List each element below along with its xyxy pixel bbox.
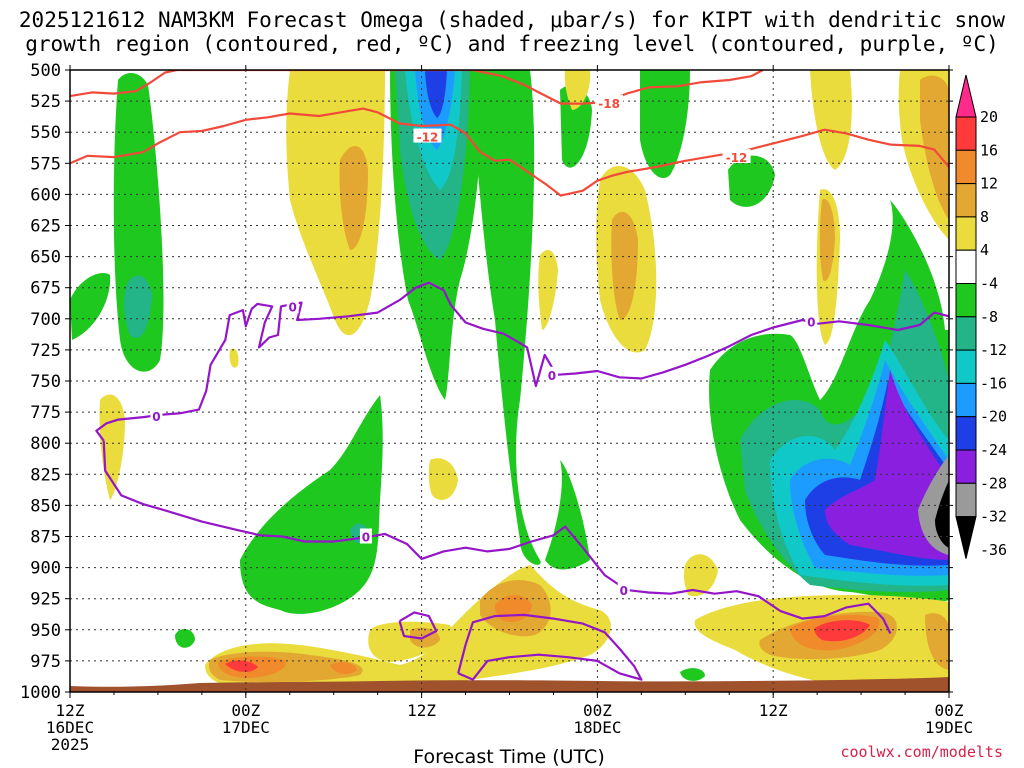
y-tick-label: 775 (30, 403, 61, 423)
y-tick-label: 525 (30, 92, 61, 112)
y-tick-label: 575 (30, 154, 61, 174)
chart-title-line1: 2025121612 NAM3KM Forecast Omega (shaded… (18, 8, 1006, 32)
dgz-contour-label: -18 (598, 97, 620, 111)
y-tick-label: 550 (30, 123, 61, 143)
terrain (70, 677, 949, 692)
dgz-label-bg (413, 128, 442, 143)
colorbar-label: -16 (980, 374, 1007, 392)
colorbar-label: -24 (980, 441, 1007, 459)
x-tick-label: 12Z (56, 701, 85, 720)
colorbar-label: 20 (980, 108, 998, 126)
colorbar-swatch (955, 249, 977, 284)
freezing-label-bg (359, 528, 372, 544)
plot-frame (69, 69, 950, 693)
colorbar-label: -28 (980, 474, 1007, 492)
colorbar-swatch (955, 216, 977, 251)
x-tick-year: 2025 (51, 735, 90, 754)
dgz-contour-label: -12 (417, 131, 439, 145)
freezing-level-contour (95, 281, 949, 442)
colorbar-swatch (955, 449, 977, 484)
y-tick-label: 750 (30, 372, 61, 392)
colorbar-swatch (955, 382, 977, 418)
colorbar-label: -32 (980, 508, 1007, 526)
y-tick-label: 925 (30, 590, 61, 610)
y-tick-label: 825 (30, 465, 61, 485)
freezing-label-bg (150, 407, 163, 423)
y-tick-label: 650 (30, 248, 61, 268)
freezing-label-bg (805, 313, 818, 329)
y-tick-label: 800 (30, 434, 61, 454)
x-tick-date: 19DEC (925, 718, 973, 737)
omega-shading (70, 70, 949, 692)
colorbar-top-arrow (955, 74, 977, 118)
colorbar-label: 4 (980, 241, 989, 259)
freezing-contour-label: 0 (289, 300, 297, 314)
colorbar-swatch (955, 149, 977, 185)
colorbar-swatch (955, 349, 977, 384)
y-tick-label: 600 (30, 185, 61, 205)
y-tick-label: 675 (30, 279, 61, 299)
colorbar-swatch (955, 283, 977, 318)
colorbar-label: 12 (980, 175, 998, 193)
y-tick-label: 850 (30, 496, 61, 516)
colorbar-swatch (955, 183, 977, 218)
freezing-contour-label: 0 (620, 584, 628, 598)
y-tick-label: 500 (30, 61, 61, 81)
y-tick-label: 625 (30, 217, 61, 237)
y-tick-label: 1000 (20, 683, 61, 703)
colorbar-label: -20 (980, 408, 1007, 426)
freezing-contour-label: 0 (362, 531, 370, 545)
colorbar-swatch (955, 482, 977, 518)
x-tick-label: 00Z (935, 701, 964, 720)
colorbar-label: -4 (980, 275, 998, 293)
credit-text: coolwx.com/modelts (840, 743, 1003, 761)
freezing-label-bg (545, 366, 558, 382)
colorbar-swatch (955, 416, 977, 451)
colorbar-label: 8 (980, 208, 989, 226)
x-axis-title: Forecast Time (UTC) (413, 746, 604, 768)
dgz-contour-label: -12 (726, 151, 748, 165)
dgz-isotherm-contour (70, 107, 949, 197)
freezing-level-contour (398, 611, 438, 640)
x-tick-label: 12Z (759, 701, 788, 720)
y-tick-label: 900 (30, 559, 61, 579)
chart-title-line2: growth region (contoured, red, ºC) and f… (25, 32, 999, 56)
y-tick-label: 725 (30, 341, 61, 361)
y-tick-label: 700 (30, 310, 61, 330)
dgz-label-bg (595, 94, 624, 109)
dgz-isotherm-contour (70, 70, 764, 105)
colorbar-label: 16 (980, 141, 998, 159)
colorbar-bottom-arrow (955, 516, 977, 559)
colorbar-swatch (955, 116, 977, 151)
freezing-contour-label: 0 (807, 315, 815, 329)
freezing-label-bg (617, 581, 630, 597)
x-tick-label: 00Z (231, 701, 260, 720)
freezing-contour-label: 0 (152, 410, 160, 424)
freezing-label-bg (286, 298, 299, 314)
x-tick-date: 17DEC (222, 718, 270, 737)
colorbar-label: -8 (980, 308, 998, 326)
freezing-level-contour (102, 440, 892, 634)
y-tick-label: 875 (30, 528, 61, 548)
x-tick-label: 00Z (583, 701, 612, 720)
freezing-level-contour (457, 613, 643, 681)
freezing-contour-label: 0 (548, 369, 556, 383)
y-tick-label: 975 (30, 652, 61, 672)
x-tick-label: 12Z (407, 701, 436, 720)
colorbar-label: -36 (980, 541, 1007, 559)
x-tick-date: 18DEC (573, 718, 621, 737)
colorbar-label: -12 (980, 341, 1007, 359)
x-tick-date: 16DEC (46, 718, 94, 737)
dgz-label-bg (722, 149, 751, 164)
y-tick-label: 950 (30, 621, 61, 641)
colorbar-swatch (955, 316, 977, 351)
